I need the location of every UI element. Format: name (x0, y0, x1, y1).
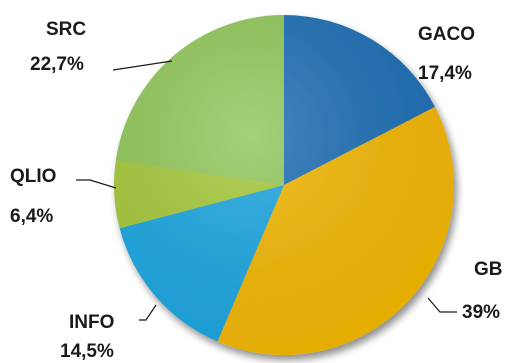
label-info-value: 14,5% (60, 341, 114, 362)
label-gb-value: 39% (462, 302, 500, 323)
slice-labels: GACO 17,4% GB 39% INFO 14,5% QLIO 6,4% S… (10, 19, 503, 362)
leader-line-gb (427, 297, 457, 313)
label-info-name: INFO (69, 312, 114, 333)
label-qlio-name: QLIO (10, 166, 56, 187)
pie-slices (113, 15, 454, 355)
label-gb-name: GB (474, 259, 503, 280)
leader-line-src (112, 60, 173, 71)
label-src-name: SRC (46, 19, 86, 40)
pie-shading (114, 15, 454, 355)
label-src-value: 22,7% (30, 54, 84, 75)
leader-lines (76, 60, 457, 321)
label-gaco-name: GACO (418, 24, 475, 45)
leader-line-qlio (76, 179, 117, 189)
leader-line-info (139, 304, 157, 321)
label-gaco-value: 17,4% (418, 63, 472, 84)
label-qlio-value: 6,4% (10, 206, 53, 227)
